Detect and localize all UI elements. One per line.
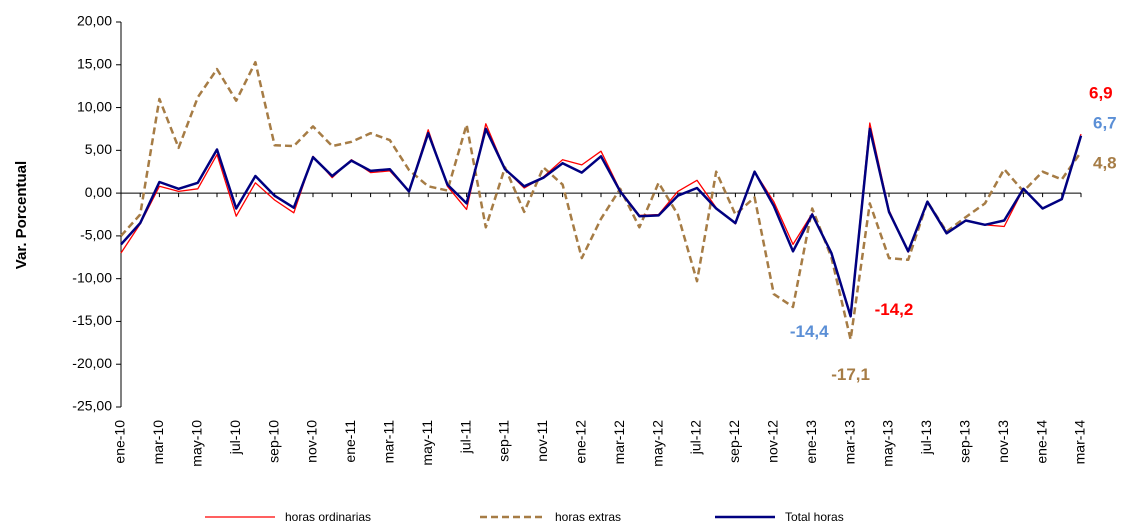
x-tick-label: mar-11: [381, 420, 397, 464]
data-label: 6,9: [1089, 84, 1113, 103]
x-tick-label: sep-11: [496, 420, 512, 462]
data-label: -14,4: [790, 322, 829, 341]
x-tick-label: jul-13: [918, 420, 934, 455]
data-label: -17,1: [831, 365, 870, 384]
x-tick-label: may-12: [649, 420, 665, 467]
y-tick-label: -15,00: [72, 312, 112, 328]
y-tick-label: 5,00: [85, 141, 112, 157]
x-tick-label: mar-10: [150, 420, 166, 465]
x-tick-label: may-13: [880, 420, 896, 467]
x-tick-label: nov-10: [304, 420, 320, 463]
data-label: 4,8: [1093, 154, 1117, 173]
x-tick-label: mar-12: [611, 420, 627, 465]
y-tick-label: -25,00: [72, 398, 112, 414]
x-tick-label: nov-12: [765, 420, 781, 463]
x-tick-label: jul-12: [688, 420, 704, 455]
y-axis-title: Var. Porcentual: [13, 161, 30, 269]
x-tick-label: jul-10: [227, 420, 243, 455]
x-tick-label: ene-14: [1033, 420, 1049, 464]
y-tick-label: 15,00: [77, 55, 112, 71]
x-tick-label: jul-11: [457, 420, 473, 454]
y-tick-label: -10,00: [72, 269, 112, 285]
x-tick-label: nov-11: [534, 420, 550, 462]
y-tick-label: 20,00: [77, 13, 112, 29]
x-tick-label: sep-10: [265, 420, 281, 463]
y-tick-label: -5,00: [80, 227, 112, 243]
x-tick-label: sep-12: [726, 420, 742, 463]
legend-label: horas extras: [555, 510, 621, 524]
x-tick-label: ene-13: [803, 420, 819, 464]
x-tick-label: may-11: [419, 420, 435, 466]
y-tick-label: 10,00: [77, 98, 112, 114]
y-tick-label: 0,00: [85, 184, 112, 200]
series-line: [120, 60, 1083, 341]
x-tick-label: mar-14: [1072, 420, 1088, 465]
x-tick-label: sep-13: [957, 420, 973, 463]
x-tick-label: ene-12: [573, 420, 589, 464]
legend-label: Total horas: [785, 510, 844, 524]
x-tick-label: ene-10: [112, 420, 128, 464]
x-tick-label: may-10: [189, 420, 205, 467]
x-tick-label: mar-13: [841, 420, 857, 465]
x-tick-label: ene-11: [342, 420, 358, 463]
series-line: [120, 127, 1083, 318]
data-label: 6,7: [1093, 113, 1117, 132]
y-tick-label: -20,00: [72, 355, 112, 371]
legend-label: horas ordinarias: [285, 510, 371, 524]
data-label: -14,2: [875, 300, 914, 319]
x-tick-label: nov-13: [995, 420, 1011, 463]
